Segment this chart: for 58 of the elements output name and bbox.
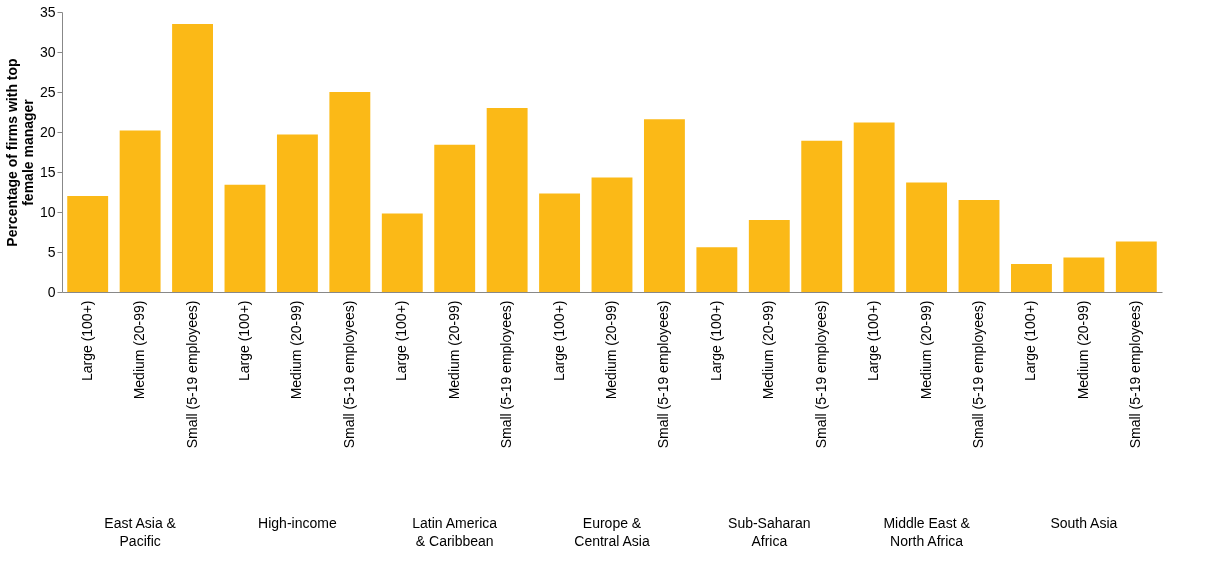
x-tick-label: Large (100+) (1022, 300, 1039, 382)
x-tick-label: Small (5-19 employees) (498, 300, 515, 449)
bar (1011, 264, 1052, 292)
x-tick-label: Medium (20-99) (1074, 300, 1091, 400)
bar (906, 182, 948, 292)
bar (539, 193, 581, 292)
x-tick-label: Medium (20-99) (288, 300, 305, 400)
x-tick-label: Large (100+) (865, 300, 882, 382)
x-tick-label: Medium (20-99) (131, 300, 148, 400)
y-tick-label: 0 (47, 283, 56, 300)
x-tick-label: Small (5-19 employees) (970, 300, 987, 449)
x-tick-label: Large (100+) (550, 300, 567, 382)
y-tick-label: 35 (39, 3, 56, 20)
bar (224, 184, 266, 292)
x-tick-label: Small (5-19 employees) (655, 300, 672, 449)
bar (591, 177, 633, 292)
bar (276, 134, 318, 292)
bar (119, 130, 161, 292)
y-tick-label: 20 (39, 123, 56, 140)
bar (1115, 241, 1157, 292)
x-tick-label: Small (5-19 employees) (183, 300, 200, 449)
text: Latin America & Caribbean (412, 515, 498, 549)
text: Sub-Saharan Africa (728, 515, 811, 549)
bar (958, 200, 1000, 292)
x-tick-label: Medium (20-99) (445, 300, 462, 400)
bar (381, 213, 423, 292)
x-tick-label: Large (100+) (393, 300, 410, 382)
y-tick-label: 30 (39, 43, 56, 60)
x-tick-label: Large (100+) (235, 300, 252, 382)
bar (853, 122, 895, 292)
x-tick-label: Large (100+) (78, 300, 95, 382)
bar (801, 140, 843, 292)
x-tick-label: Small (5-19 employees) (812, 300, 829, 449)
bar (696, 247, 738, 292)
y-tick-label: 5 (47, 243, 56, 260)
x-tick-label: Small (5-19 employees) (340, 300, 357, 449)
bar (643, 119, 685, 292)
x-tick-label: Medium (20-99) (917, 300, 934, 400)
bar (67, 196, 109, 292)
x-tick-label: Large (100+) (707, 300, 724, 382)
text: South Asia (1050, 515, 1118, 531)
x-tick-label: Medium (20-99) (760, 300, 777, 400)
text: Middle East & North Africa (883, 515, 971, 549)
text: High-income (258, 515, 337, 531)
bar (486, 108, 528, 292)
x-tick-label: Small (5-19 employees) (1127, 300, 1144, 449)
y-tick-label: 15 (39, 163, 56, 180)
y-axis-title: Percentage of firms with top female manager (3, 58, 36, 247)
text: Europe & Central Asia (574, 515, 650, 549)
y-tick-label: 10 (39, 203, 56, 220)
y-tick-label: 25 (39, 83, 56, 100)
bar (172, 24, 213, 292)
bar (748, 220, 790, 292)
bar (1063, 257, 1105, 292)
bar (434, 144, 476, 292)
bar (329, 92, 371, 292)
x-tick-label: Medium (20-99) (603, 300, 619, 400)
text: East Asia & Pacific (104, 515, 177, 549)
